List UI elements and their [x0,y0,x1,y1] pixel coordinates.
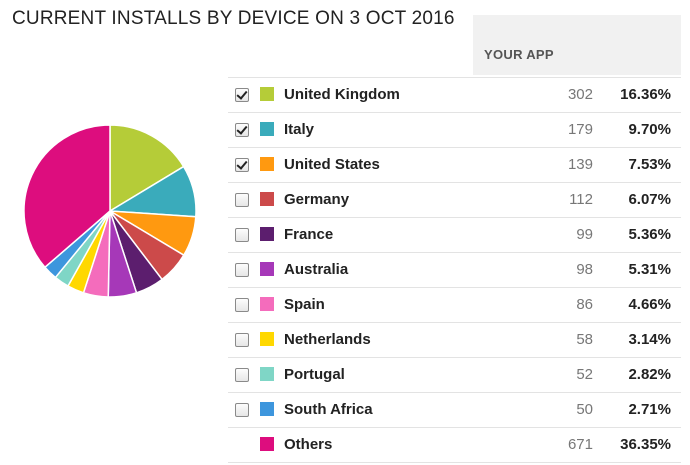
install-percent-united-states: 7.53% [628,156,671,173]
install-percent-netherlands: 3.14% [628,331,671,348]
table-row-portugal: Portugal 52 2.82% [228,358,681,393]
table-row-south-africa: South Africa 50 2.71% [228,393,681,428]
table-row-united-states: United States 139 7.53% [228,148,681,183]
legend-swatch-united-states [260,157,274,171]
checkbox-australia[interactable] [235,263,249,277]
pie-slice-united-kingdom[interactable] [109,124,185,213]
checkbox-france[interactable] [235,228,249,242]
legend-swatch-italy [260,122,274,136]
install-count-south-africa: 50 [576,401,593,418]
table-row-netherlands: Netherlands 58 3.14% [228,323,681,358]
table-row-united-kingdom: United Kingdom 302 16.36% [228,77,681,113]
checkbox-south-africa[interactable] [235,403,249,417]
install-count-others: 671 [567,436,593,453]
legend-swatch-others [260,437,274,451]
legend-label-portugal: Portugal [284,366,345,383]
install-count-united-kingdom: 302 [567,86,593,103]
table-row-germany: Germany 112 6.07% [228,183,681,218]
table-row-australia: Australia 98 5.31% [228,253,681,288]
legend-swatch-portugal [260,367,274,381]
legend-label-netherlands: Netherlands [284,331,371,348]
checkbox-spain[interactable] [235,298,249,312]
install-count-australia: 98 [576,261,593,278]
table-row-spain: Spain 86 4.66% [228,288,681,323]
install-count-spain: 86 [576,296,593,313]
legend-label-south-africa: South Africa [284,401,373,418]
install-count-netherlands: 58 [576,331,593,348]
checkbox-italy[interactable] [235,123,249,137]
legend-swatch-netherlands [260,332,274,346]
legend-swatch-germany [260,192,274,206]
install-count-united-states: 139 [567,156,593,173]
column-header-cell [473,15,681,75]
legend-swatch-spain [260,297,274,311]
install-count-germany: 112 [569,191,593,208]
install-percent-spain: 4.66% [628,296,671,313]
legend-label-germany: Germany [284,191,350,208]
checkbox-portugal[interactable] [235,368,249,382]
legend-label-australia: Australia [284,261,349,278]
legend-label-italy: Italy [284,121,315,138]
page-title: CURRENT INSTALLS BY DEVICE ON 3 OCT 2016 [12,8,455,29]
install-percent-australia: 5.31% [628,261,671,278]
install-percent-italy: 9.70% [628,121,671,138]
install-percent-france: 5.36% [628,226,671,243]
legend-label-spain: Spain [284,296,325,313]
checkbox-united-kingdom[interactable] [235,88,249,102]
install-percent-germany: 6.07% [628,191,671,208]
install-percent-south-africa: 2.71% [628,401,671,418]
checkbox-netherlands[interactable] [235,333,249,347]
table-row-france: France 99 5.36% [228,218,681,253]
legend-table: United Kingdom 302 16.36% Italy 179 9.70% Unit… [228,77,681,463]
legend-label-united-states: United States [284,156,380,173]
install-percent-united-kingdom: 16.36% [620,86,671,103]
legend-label-france: France [284,226,334,243]
install-percent-others: 36.35% [620,436,671,453]
legend-swatch-south-africa [260,402,274,416]
install-count-france: 99 [576,226,593,243]
legend-swatch-france [260,227,274,241]
install-percent-portugal: 2.82% [628,366,671,383]
table-row-others: Others 671 36.35% [228,428,681,463]
legend-label-others: Others [284,436,333,453]
pie-slice-others[interactable] [23,124,111,269]
legend-swatch-australia [260,262,274,276]
legend-label-united-kingdom: United Kingdom [284,86,400,103]
install-count-italy: 179 [567,121,593,138]
table-row-italy: Italy 179 9.70% [228,113,681,148]
checkbox-united-states[interactable] [235,158,249,172]
checkbox-germany[interactable] [235,193,249,207]
pie-chart [23,124,197,298]
install-count-portugal: 52 [576,366,593,383]
legend-swatch-united-kingdom [260,87,274,101]
column-header-your-app: YOUR APP [484,47,554,62]
